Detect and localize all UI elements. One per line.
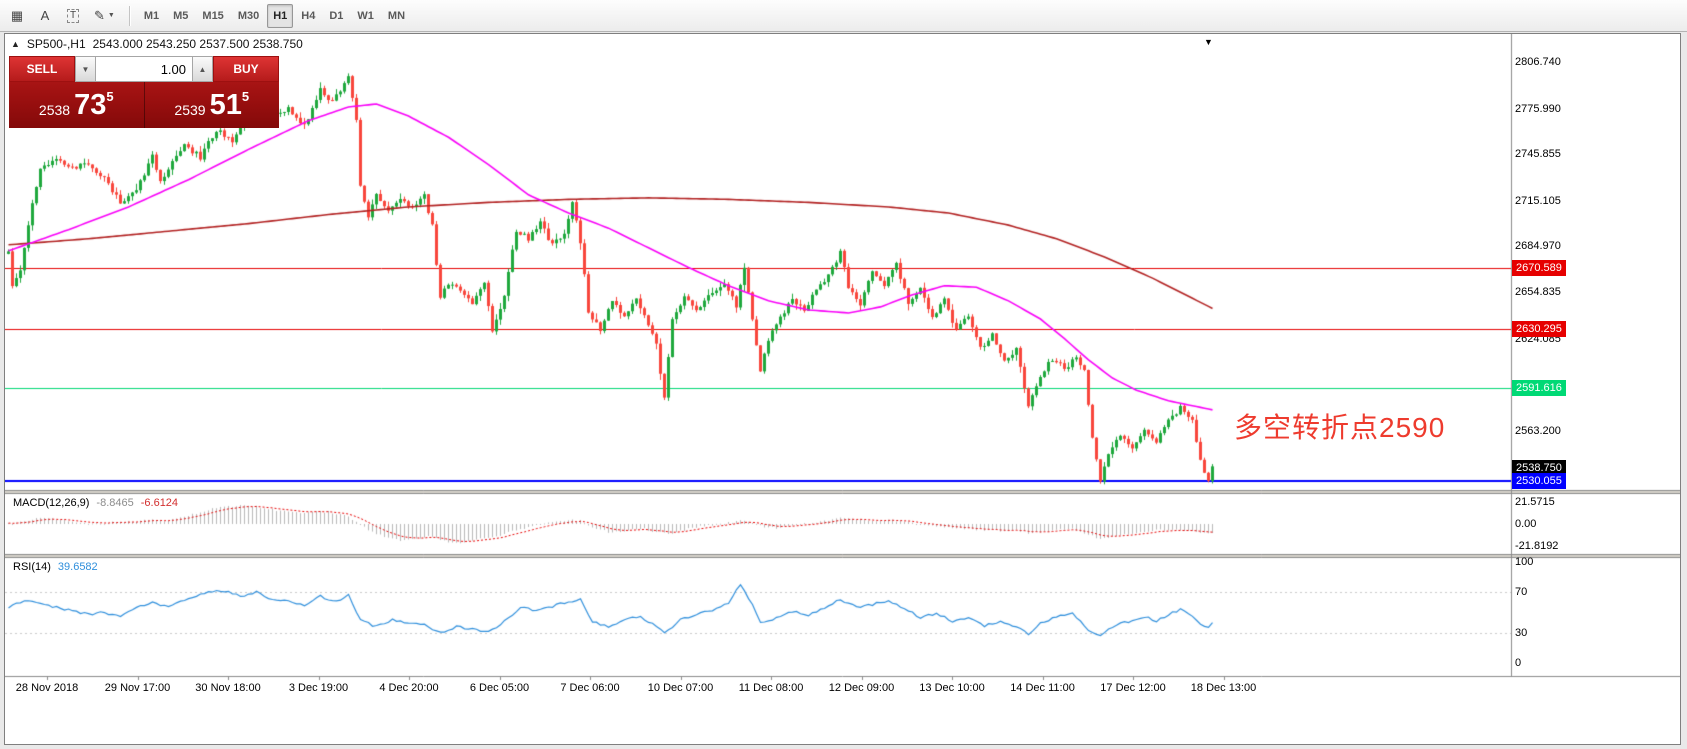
sell-button[interactable]: SELL [9,56,75,82]
volume-input[interactable] [96,56,192,82]
timeframe-group: M1 M5 M15 M30 H1 H4 D1 W1 MN [138,3,411,28]
sell-price-stem: 2538 [38,101,71,118]
timeframe-button-m30[interactable]: M30 [232,4,265,28]
volume-up-button[interactable]: ▲ [192,56,213,82]
drawing-tool-button[interactable]: ✎ ▼ [88,4,121,28]
label-a-icon: A [40,8,50,23]
bar-shift-marker-icon: ▼ [1204,37,1213,47]
volume-down-button[interactable]: ▼ [75,56,96,82]
chart-annotation: 多空转折点2590 [1234,412,1446,443]
timeframe-button-d1[interactable]: D1 [323,4,349,28]
pencil-icon: ✎ [94,7,105,23]
textbox-icon: T [66,8,80,23]
rsi-name: RSI(14) [13,561,51,573]
top-toolbar: ▦ A T ✎ ▼ M1 M5 M15 M30 H1 H4 D1 W1 MN [0,0,1687,32]
timeframe-button-h1[interactable]: H1 [267,3,294,28]
sell-price-display[interactable]: 2538 73 5 [9,82,145,128]
macd-main-value: -8.8465 [96,497,134,509]
timeframe-button-m15[interactable]: M15 [196,4,229,28]
rsi-indicator-label: RSI(14) 39.6582 [13,561,98,573]
timeframe-button-h4[interactable]: H4 [295,4,321,28]
chart-symbol: SP500-,H1 [26,37,86,51]
chart-title: ▲ SP500-,H1 2543.000 2543.250 2537.500 2… [11,37,303,51]
buy-price-big: 51 [209,88,242,121]
buy-price-sup: 5 [241,89,250,104]
timeframe-button-m1[interactable]: M1 [138,4,165,28]
one-click-trading-panel: SELL ▼ ▲ BUY 2538 73 5 2539 51 5 [9,56,279,128]
sell-price-big: 73 [74,88,107,121]
buy-button[interactable]: BUY [213,56,279,82]
label-tool-button[interactable]: A [32,4,58,28]
grid-glyph: ▦ [10,7,24,23]
macd-name: MACD(12,26,9) [13,497,90,509]
buy-price-stem: 2539 [174,101,206,118]
price-chart-canvas[interactable] [5,34,1680,744]
chevron-down-icon: ▼ [107,12,115,19]
grid-icon[interactable]: ▦ [4,4,30,28]
rsi-value: 39.6582 [57,561,98,573]
bid-ask-display: 2538 73 5 2539 51 5 [9,82,279,128]
timeframe-button-w1[interactable]: W1 [351,4,380,28]
buy-price-display[interactable]: 2539 51 5 [145,82,280,128]
text-tool-button[interactable]: T [60,4,86,28]
chart-ohlc: 2543.000 2543.250 2537.500 2538.750 [92,37,303,51]
timeframe-button-mn[interactable]: MN [382,4,411,28]
macd-indicator-label: MACD(12,26,9) -8.8465 -6.6124 [13,497,178,509]
macd-signal-value: -6.6124 [140,497,179,509]
timeframe-button-m5[interactable]: M5 [167,4,194,28]
sell-price-sup: 5 [106,89,114,104]
one-click-toggle[interactable]: ▲ [11,39,20,49]
chart-window: ▲ SP500-,H1 2543.000 2543.250 2537.500 2… [4,33,1681,745]
toolbar-separator [128,5,130,26]
trade-controls-row: SELL ▼ ▲ BUY [9,56,279,82]
